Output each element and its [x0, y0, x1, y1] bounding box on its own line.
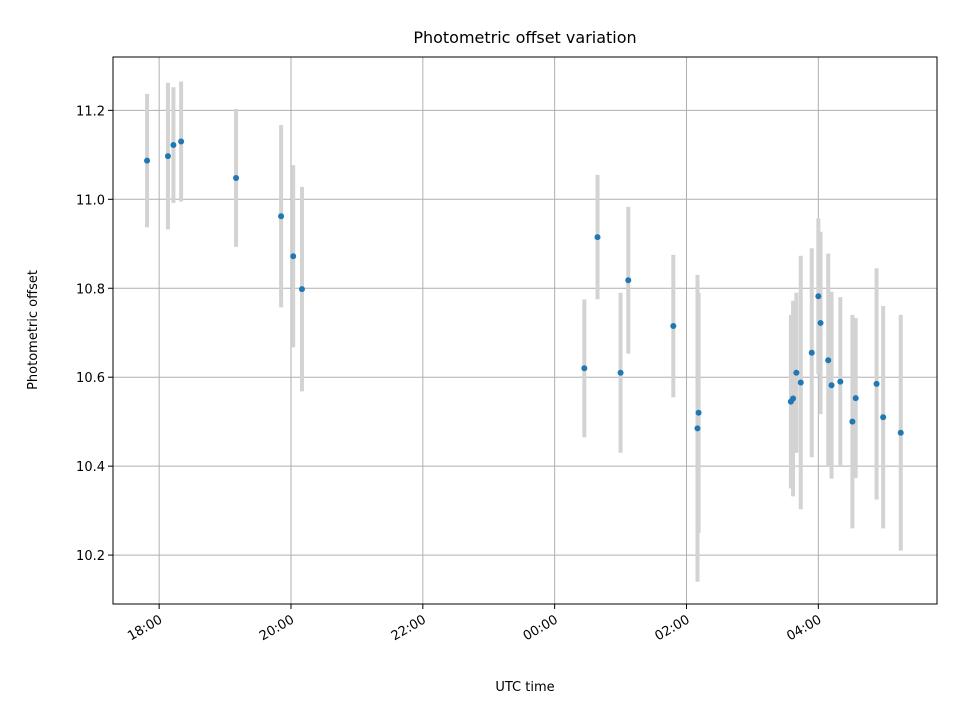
data-point: [880, 414, 887, 421]
data-point: [694, 425, 701, 432]
data-point: [825, 357, 832, 364]
data-point: [144, 157, 151, 164]
data-point: [897, 429, 904, 436]
y-tick-label: 10.2: [76, 549, 105, 564]
data-point: [617, 369, 624, 376]
data-point: [233, 174, 240, 181]
data-point: [815, 293, 822, 300]
data-point: [278, 213, 285, 220]
y-tick-label: 11.2: [76, 104, 105, 119]
data-points: [144, 138, 904, 436]
data-point: [178, 138, 185, 145]
data-point: [594, 234, 601, 241]
data-point: [837, 378, 844, 385]
data-point: [793, 369, 800, 376]
y-tick-label: 10.8: [76, 282, 105, 297]
data-point: [290, 253, 297, 260]
data-point: [581, 365, 588, 372]
x-axis-label: UTC time: [495, 680, 554, 695]
y-tick-label: 11.0: [76, 193, 105, 208]
data-point: [808, 349, 815, 356]
plot-frame: [112, 56, 938, 605]
y-axis-ticks: 10.2 10.4 10.6 10.8 11.0 11.2: [76, 104, 113, 564]
data-point: [670, 323, 677, 330]
data-point: [298, 286, 305, 293]
data-point: [790, 395, 797, 402]
data-point: [828, 382, 835, 389]
data-point: [170, 142, 177, 149]
data-point: [852, 395, 859, 402]
data-point: [695, 409, 702, 416]
data-point: [873, 380, 880, 387]
y-axis-label: Photometric offset: [26, 270, 41, 390]
data-point: [817, 319, 824, 326]
data-point: [849, 418, 856, 425]
data-point: [625, 277, 632, 284]
data-point: [164, 153, 171, 160]
data-point: [797, 379, 804, 386]
chart-title: Photometric offset variation: [413, 28, 636, 47]
y-tick-label: 10.4: [76, 460, 105, 475]
y-tick-label: 10.6: [76, 371, 105, 386]
